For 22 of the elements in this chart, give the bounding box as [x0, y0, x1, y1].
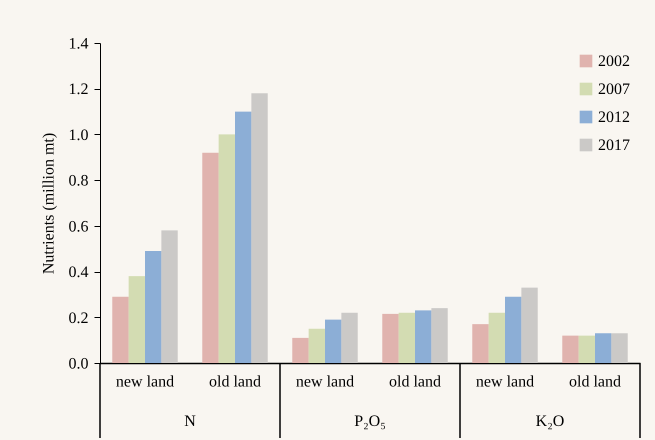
- x-tick-label: new land: [296, 374, 354, 390]
- y-tick-label: 1.2: [68, 81, 88, 98]
- x-tick-label: new land: [476, 374, 534, 390]
- text: N: [184, 413, 196, 430]
- x-tick-label: old land: [569, 374, 621, 390]
- y-tick-label: 0.8: [68, 172, 88, 190]
- legend-label: 2002: [598, 53, 630, 70]
- y-tick-label: 0.4: [68, 264, 88, 282]
- text: K₂O: [536, 413, 564, 430]
- y-tick-label: 1.4: [68, 36, 88, 52]
- x-tick-label: new land: [116, 374, 174, 390]
- legend-label: 2017: [598, 137, 630, 154]
- y-tick-label: 0.0: [68, 356, 88, 372]
- y-tick-label: 1.0: [68, 126, 88, 144]
- x-tick-label: old land: [209, 374, 261, 390]
- y-tick-label: 0.2: [68, 310, 88, 327]
- y-tick-label: 0.6: [68, 218, 88, 236]
- legend-label: 2012: [598, 109, 630, 126]
- x-tick-label: old land: [389, 374, 441, 390]
- text: P₂O₅: [354, 413, 386, 430]
- legend-label: 2007: [598, 81, 630, 98]
- y-axis-title: Nutrients (million mt): [40, 132, 58, 274]
